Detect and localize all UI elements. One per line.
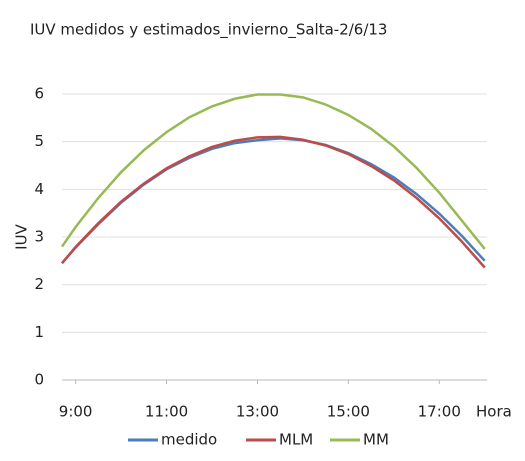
- y-tick-label: 0: [34, 371, 44, 389]
- x-tick-label: 17:00: [418, 403, 461, 421]
- legend-label: MLM: [279, 431, 313, 449]
- legend-label: medido: [161, 431, 217, 449]
- y-tick-label: 1: [34, 323, 44, 341]
- y-tick-label: 5: [34, 132, 44, 150]
- y-tick-label: 3: [34, 228, 44, 246]
- x-axis-label: Hora: [476, 403, 512, 421]
- series-line: [60, 93, 486, 250]
- series-line: [61, 135, 486, 269]
- x-tick-label: 9:00: [59, 403, 93, 421]
- y-axis-label: IUV: [13, 223, 31, 249]
- y-tick-label: 4: [34, 180, 44, 198]
- legend-label: MM: [363, 431, 389, 449]
- x-tick-label: 13:00: [236, 403, 279, 421]
- x-tick-label: 11:00: [145, 403, 188, 421]
- y-tick-label: 2: [34, 275, 44, 293]
- chart-title: IUV medidos y estimados_invierno_Salta-2…: [30, 21, 387, 40]
- y-tick-label: 6: [34, 85, 44, 103]
- x-tick-label: 15:00: [327, 403, 370, 421]
